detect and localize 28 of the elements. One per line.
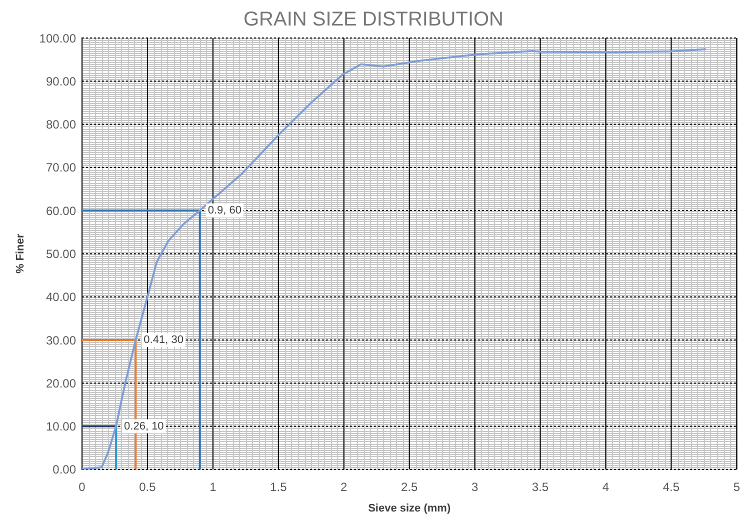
- x-tick-label: 0.5: [139, 480, 156, 494]
- annotation: 0.41, 30: [144, 334, 184, 346]
- y-tick-label: 20.00: [46, 376, 76, 390]
- x-tick-label: 1.5: [270, 480, 288, 494]
- x-tick-label: 0: [78, 480, 86, 494]
- x-tick-label: 3.5: [532, 480, 549, 494]
- y-tick-label: 50.00: [46, 247, 76, 261]
- annotation: 0.9, 60: [208, 204, 242, 217]
- annotation: 0.26, 10: [124, 420, 164, 432]
- x-tick-label: 5: [733, 480, 740, 494]
- x-tick-label: 2.5: [400, 480, 418, 494]
- y-tick-label: 80.00: [46, 118, 76, 132]
- x-tick-label: 4.5: [662, 480, 680, 494]
- y-tick-label: 100.00: [39, 31, 76, 46]
- y-tick-label: 70.00: [46, 160, 76, 175]
- y-tick-label: 90.00: [46, 74, 76, 88]
- x-axis-title: Sieve size (mm): [368, 502, 451, 514]
- y-tick-label: 0.00: [52, 462, 76, 477]
- y-tick-label: 30.00: [46, 333, 76, 348]
- y-tick-label: 60.00: [46, 204, 76, 218]
- x-tick-label: 4: [602, 480, 610, 494]
- x-tick-label: 1: [210, 480, 217, 494]
- y-tick-label: 10.00: [46, 420, 76, 434]
- chart-title: GRAIN SIZE DISTRIBUTION: [243, 8, 504, 31]
- y-axis-title: % Finer: [14, 233, 27, 274]
- y-tick-label: 40.00: [46, 290, 76, 304]
- x-tick-label: 3: [471, 480, 478, 494]
- x-tick-label: 2: [340, 480, 348, 494]
